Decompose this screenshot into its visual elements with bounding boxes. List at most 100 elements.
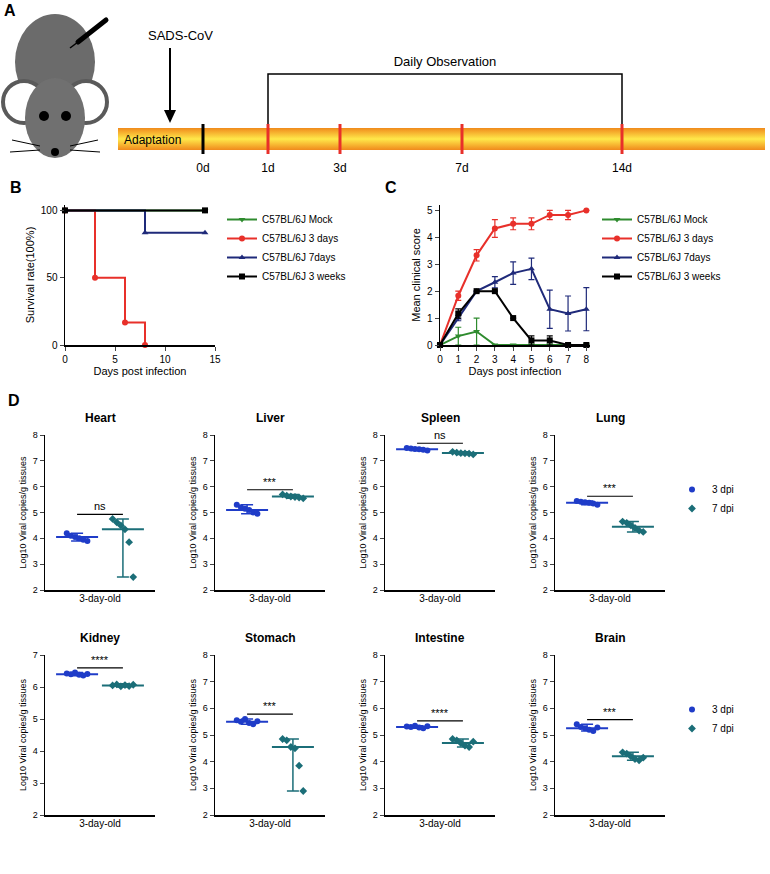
svg-text:SADS-CoV: SADS-CoV — [148, 28, 213, 43]
svg-text:Daily Observation: Daily Observation — [394, 54, 497, 69]
svg-text:5: 5 — [203, 508, 208, 518]
svg-text:Heart: Heart — [85, 411, 116, 425]
svg-text:0: 0 — [437, 354, 443, 365]
svg-text:7: 7 — [373, 456, 378, 466]
svg-text:2: 2 — [543, 810, 548, 820]
svg-text:Brain: Brain — [595, 631, 626, 645]
svg-text:2: 2 — [474, 354, 480, 365]
svg-text:3: 3 — [33, 778, 38, 788]
svg-text:8: 8 — [203, 650, 208, 660]
svg-text:8: 8 — [373, 430, 378, 440]
svg-text:14d: 14d — [612, 161, 632, 175]
svg-text:50: 50 — [46, 272, 58, 283]
svg-text:B: B — [10, 179, 22, 196]
svg-text:ns: ns — [434, 429, 446, 441]
svg-text:C57BL/6J Mock: C57BL/6J Mock — [637, 214, 709, 225]
svg-text:2: 2 — [543, 585, 548, 595]
svg-text:5: 5 — [33, 508, 38, 518]
svg-text:C57BL/6J 7days: C57BL/6J 7days — [262, 252, 335, 263]
svg-text:****: **** — [431, 707, 449, 719]
svg-text:2: 2 — [373, 585, 378, 595]
svg-text:Spleen: Spleen — [421, 411, 460, 425]
svg-text:***: *** — [263, 476, 277, 488]
svg-text:ns: ns — [94, 500, 106, 512]
svg-text:3: 3 — [373, 559, 378, 569]
svg-text:4: 4 — [33, 533, 38, 543]
svg-text:C57BL/6J 3 weeks: C57BL/6J 3 weeks — [637, 271, 720, 282]
svg-text:0: 0 — [52, 340, 58, 351]
svg-text:***: *** — [603, 482, 617, 494]
svg-text:5: 5 — [203, 730, 208, 740]
svg-text:2: 2 — [33, 585, 38, 595]
svg-text:Log10 Viral copies/g tissues: Log10 Viral copies/g tissues — [18, 679, 28, 791]
svg-text:4: 4 — [373, 757, 378, 767]
svg-text:C57BL/6J 3 days: C57BL/6J 3 days — [637, 233, 713, 244]
svg-text:Liver: Liver — [256, 411, 285, 425]
svg-text:7: 7 — [33, 456, 38, 466]
svg-text:6: 6 — [543, 703, 548, 713]
svg-text:C57BL/6J 3 weeks: C57BL/6J 3 weeks — [262, 271, 345, 282]
svg-text:1: 1 — [456, 354, 462, 365]
svg-text:2: 2 — [203, 585, 208, 595]
svg-text:Days post infection: Days post infection — [469, 365, 562, 377]
svg-text:0d: 0d — [196, 161, 209, 175]
svg-text:2: 2 — [373, 810, 378, 820]
svg-text:3d: 3d — [333, 161, 346, 175]
svg-text:3: 3 — [427, 259, 433, 270]
svg-text:15: 15 — [209, 354, 221, 365]
svg-text:Adaptation: Adaptation — [124, 133, 181, 147]
svg-text:Log10 Viral copies/g tissues: Log10 Viral copies/g tissues — [18, 456, 28, 568]
svg-text:3: 3 — [373, 783, 378, 793]
svg-text:8: 8 — [203, 430, 208, 440]
svg-text:4: 4 — [427, 232, 433, 243]
svg-text:3-day-old: 3-day-old — [79, 818, 121, 829]
svg-text:Log10 Viral copies/g tissues: Log10 Viral copies/g tissues — [188, 456, 198, 568]
svg-text:3-day-old: 3-day-old — [419, 818, 461, 829]
svg-text:5: 5 — [543, 508, 548, 518]
svg-text:7: 7 — [565, 354, 571, 365]
svg-text:0: 0 — [62, 354, 68, 365]
svg-text:3: 3 — [492, 354, 498, 365]
svg-text:8: 8 — [543, 430, 548, 440]
svg-text:7 dpi: 7 dpi — [712, 723, 734, 734]
svg-text:Log10 Viral copies/g tissues: Log10 Viral copies/g tissues — [358, 456, 368, 568]
svg-text:Log10 Viral copies/g tissues: Log10 Viral copies/g tissues — [358, 679, 368, 791]
svg-text:2: 2 — [203, 810, 208, 820]
svg-text:4: 4 — [510, 354, 516, 365]
svg-text:***: *** — [603, 706, 617, 718]
svg-text:10: 10 — [159, 354, 171, 365]
svg-text:7d: 7d — [455, 161, 468, 175]
svg-text:3: 3 — [543, 559, 548, 569]
svg-text:5: 5 — [373, 730, 378, 740]
svg-text:***: *** — [263, 700, 277, 712]
svg-text:3-day-old: 3-day-old — [249, 593, 291, 604]
svg-text:4: 4 — [373, 533, 378, 543]
svg-text:Lung: Lung — [596, 411, 625, 425]
svg-text:4: 4 — [543, 533, 548, 543]
svg-text:6: 6 — [543, 482, 548, 492]
svg-text:Stomach: Stomach — [245, 631, 296, 645]
svg-text:3: 3 — [543, 783, 548, 793]
svg-text:C57BL/6J 3 days: C57BL/6J 3 days — [262, 233, 338, 244]
svg-text:3 dpi: 3 dpi — [712, 704, 734, 715]
svg-text:A: A — [4, 2, 16, 19]
svg-text:Log10 Viral copies/g tissues: Log10 Viral copies/g tissues — [188, 679, 198, 791]
svg-text:Kidney: Kidney — [80, 631, 120, 645]
svg-text:8: 8 — [33, 430, 38, 440]
svg-text:6: 6 — [203, 482, 208, 492]
svg-text:3-day-old: 3-day-old — [589, 818, 631, 829]
svg-text:100: 100 — [41, 205, 58, 216]
svg-text:C57BL/6J Mock: C57BL/6J Mock — [262, 214, 334, 225]
svg-text:8: 8 — [543, 650, 548, 660]
svg-text:4: 4 — [203, 757, 208, 767]
svg-text:7: 7 — [373, 677, 378, 687]
svg-text:6: 6 — [373, 482, 378, 492]
svg-text:3-day-old: 3-day-old — [249, 818, 291, 829]
svg-text:3 dpi: 3 dpi — [712, 484, 734, 495]
svg-text:Intestine: Intestine — [415, 631, 465, 645]
svg-text:5: 5 — [33, 714, 38, 724]
svg-text:8: 8 — [373, 650, 378, 660]
svg-text:5: 5 — [543, 730, 548, 740]
svg-text:3: 3 — [203, 559, 208, 569]
svg-text:5: 5 — [529, 354, 535, 365]
